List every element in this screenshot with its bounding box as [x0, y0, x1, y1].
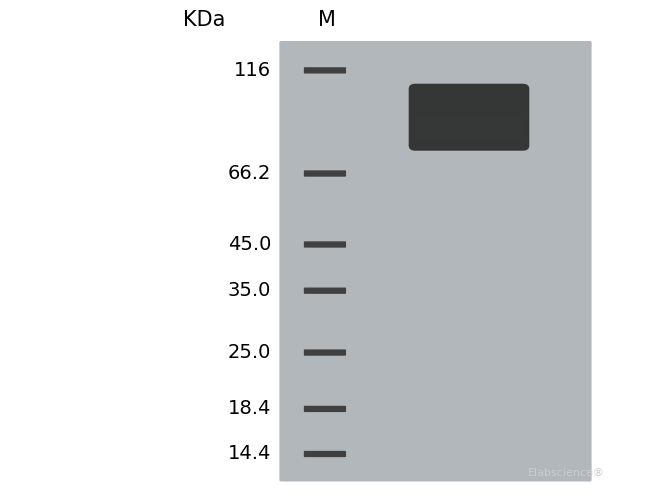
- Text: M: M: [318, 10, 336, 30]
- Text: 14.4: 14.4: [228, 444, 271, 464]
- Text: 66.2: 66.2: [228, 164, 271, 183]
- FancyBboxPatch shape: [304, 67, 346, 73]
- FancyBboxPatch shape: [409, 84, 529, 150]
- Text: 45.0: 45.0: [228, 235, 271, 254]
- Text: Elabscience®: Elabscience®: [528, 468, 604, 477]
- FancyBboxPatch shape: [304, 451, 346, 457]
- FancyBboxPatch shape: [304, 170, 346, 176]
- FancyBboxPatch shape: [304, 288, 346, 294]
- FancyBboxPatch shape: [415, 114, 523, 140]
- Text: 18.4: 18.4: [228, 400, 271, 418]
- FancyBboxPatch shape: [304, 350, 346, 356]
- Text: 25.0: 25.0: [228, 343, 271, 362]
- Text: KDa: KDa: [183, 10, 226, 30]
- FancyBboxPatch shape: [304, 242, 346, 248]
- Text: 35.0: 35.0: [228, 281, 271, 300]
- Text: 116: 116: [234, 61, 271, 80]
- FancyBboxPatch shape: [304, 406, 346, 412]
- FancyBboxPatch shape: [279, 41, 592, 482]
